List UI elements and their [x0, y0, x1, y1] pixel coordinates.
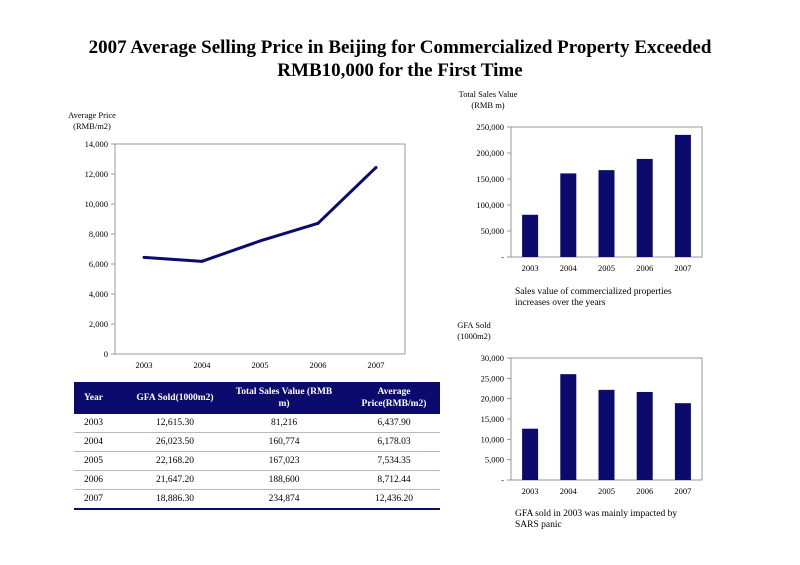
y-tick-label: - [501, 475, 504, 485]
cell-average-price: 6,437.90 [348, 414, 440, 433]
cell-year: 2005 [74, 451, 130, 471]
header-average-price: Average Price(RMB/m2) [348, 382, 440, 414]
cell-year: 2006 [74, 470, 130, 490]
page-title: 2007 Average Selling Price in Beijing fo… [0, 36, 800, 82]
x-tick-label: 2003 [522, 486, 539, 496]
y-tick-label: 100,000 [476, 200, 504, 210]
y-axis-label: Average Price [68, 110, 116, 120]
y-axis-label: GFA Sold [457, 320, 491, 330]
cell-average-price: 12,436.20 [348, 489, 440, 510]
y-axis-label: (RMB/m2) [73, 121, 111, 131]
y-tick-label: 12,000 [85, 169, 108, 179]
cell-total-sales-value: 167,023 [220, 451, 348, 471]
title-line-2: RMB10,000 for the First Time [277, 60, 523, 81]
y-axis-label: (1000m2) [457, 331, 491, 341]
cell-gfa-sold: 18,886.30 [130, 489, 220, 510]
y-tick-label: 250,000 [476, 122, 504, 132]
cell-year: 2003 [74, 414, 130, 433]
sales-value-caption: Sales value of commercialized properties… [515, 287, 672, 308]
data-point [316, 221, 320, 225]
y-tick-label: 2,000 [89, 319, 108, 329]
header-year: Year [74, 382, 130, 414]
cell-total-sales-value: 188,600 [220, 470, 348, 490]
x-tick-label: 2005 [252, 360, 269, 370]
bar [636, 391, 653, 480]
x-tick-label: 2004 [560, 486, 578, 496]
cell-average-price: 6,178.03 [348, 432, 440, 452]
y-axis-label: (RMB m) [471, 100, 504, 110]
table-header-row: Year GFA Sold(1000m2) Total Sales Value … [74, 382, 440, 414]
cell-gfa-sold: 12,615.30 [130, 414, 220, 433]
data-point [142, 255, 146, 259]
y-tick-label: 10,000 [85, 199, 108, 209]
cell-year: 2007 [74, 489, 130, 510]
bar [522, 428, 539, 480]
cell-gfa-sold: 21,647.20 [130, 470, 220, 490]
header-total-sales-value: Total Sales Value (RMB m) [220, 382, 348, 414]
data-table: Year GFA Sold(1000m2) Total Sales Value … [74, 382, 440, 510]
x-tick-label: 2006 [636, 486, 653, 496]
gfa-sold-caption: GFA sold in 2003 was mainly impacted by … [515, 509, 678, 530]
y-tick-label: 50,000 [481, 226, 504, 236]
cell-average-price: 8,712.44 [348, 470, 440, 490]
cell-gfa-sold: 26,023.50 [130, 432, 220, 452]
bar [636, 158, 653, 257]
data-point [258, 239, 262, 243]
y-tick-label: 0 [104, 349, 108, 359]
y-tick-label: 4,000 [89, 289, 108, 299]
cell-total-sales-value: 81,216 [220, 414, 348, 433]
cell-gfa-sold: 22,168.20 [130, 451, 220, 471]
plot-frame [114, 143, 406, 355]
x-tick-label: 2004 [560, 263, 578, 273]
y-axis-label: Total Sales Value [459, 89, 518, 99]
data-point [374, 165, 378, 169]
cell-year: 2004 [74, 432, 130, 452]
bar [598, 170, 615, 257]
y-tick-label: 8,000 [89, 229, 108, 239]
title-line-1: 2007 Average Selling Price in Beijing fo… [88, 37, 712, 58]
y-tick-label: 30,000 [481, 353, 504, 363]
x-tick-label: 2004 [194, 360, 212, 370]
y-tick-label: 200,000 [476, 148, 504, 158]
y-tick-label: 6,000 [89, 259, 108, 269]
y-tick-label: 150,000 [476, 174, 504, 184]
bar [560, 374, 577, 480]
bar [674, 403, 691, 480]
y-tick-label: 20,000 [481, 394, 504, 404]
table-row: 2003 12,615.30 81,216 6,437.90 [74, 414, 440, 433]
y-tick-label: 5,000 [485, 455, 504, 465]
x-tick-label: 2007 [674, 263, 691, 273]
bar [598, 389, 615, 480]
x-tick-label: 2003 [136, 360, 153, 370]
table-row: 2006 21,647.20 188,600 8,712.44 [74, 470, 440, 490]
x-tick-label: 2007 [368, 360, 385, 370]
x-tick-label: 2007 [674, 486, 691, 496]
header-gfa-sold: GFA Sold(1000m2) [130, 382, 220, 414]
bar [522, 214, 539, 257]
x-tick-label: 2005 [598, 486, 615, 496]
x-tick-label: 2003 [522, 263, 539, 273]
bar [560, 173, 577, 257]
cell-total-sales-value: 234,874 [220, 489, 348, 510]
x-tick-label: 2005 [598, 263, 615, 273]
bar [674, 134, 691, 257]
x-tick-label: 2006 [310, 360, 327, 370]
cell-total-sales-value: 160,774 [220, 432, 348, 452]
data-point [200, 259, 204, 263]
y-tick-label: - [501, 252, 504, 262]
y-tick-label: 25,000 [481, 373, 504, 383]
y-tick-label: 14,000 [85, 139, 108, 149]
table-row: 2007 18,886.30 234,874 12,436.20 [74, 489, 440, 510]
cell-average-price: 7,534.35 [348, 451, 440, 471]
x-tick-label: 2006 [636, 263, 653, 273]
y-tick-label: 15,000 [481, 414, 504, 424]
table-row: 2004 26,023.50 160,774 6,178.03 [74, 432, 440, 452]
y-tick-label: 10,000 [481, 434, 504, 444]
table-row: 2005 22,168.20 167,023 7,534.35 [74, 451, 440, 471]
